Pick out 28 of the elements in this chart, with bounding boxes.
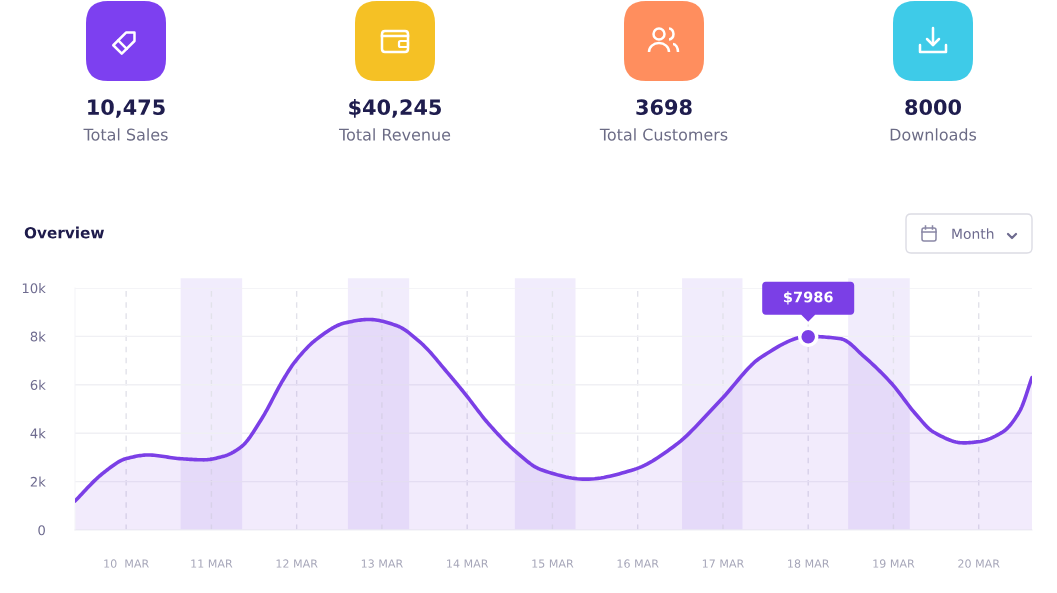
category-label: Total Sales [83,128,168,141]
x-tick-label: 14 MAR [447,559,489,568]
x-tick-label: 15 MAR [532,559,574,568]
y-tick-label: 10k [22,282,46,294]
text: Month [952,228,994,240]
x-tick-label: 17 MAR [702,559,744,568]
category-label: Total Customers [599,128,728,141]
x-tick-label: 10 MAR [104,559,149,568]
y-tick-label: 8k [30,331,46,342]
x-tick-label: 19 MAR [873,559,915,568]
y-tick-label: 2k [30,476,46,487]
y-tick-label: 4k [30,428,46,439]
y-tick-label: 0 [38,525,45,536]
x-tick-label: 11 MAR [191,559,233,568]
text: $40,245 [349,98,441,118]
x-tick-label: 20 MAR [958,559,1000,568]
data-label: $7986 [783,291,833,305]
x-tick-label: 12 MAR [276,559,318,568]
text: 3698 [636,99,692,116]
category-label: Total Revenue [338,128,451,141]
x-tick-label: 13 MAR [361,559,403,568]
x-tick-label: 18 MAR [788,559,830,568]
text: 10,475 [88,99,165,118]
category-label: Downloads [890,128,977,141]
chart-title: Overview [24,226,104,239]
x-tick-label: 16 MAR [617,559,659,568]
text: 8000 [905,99,961,116]
y-tick-label: 6k [30,379,46,390]
